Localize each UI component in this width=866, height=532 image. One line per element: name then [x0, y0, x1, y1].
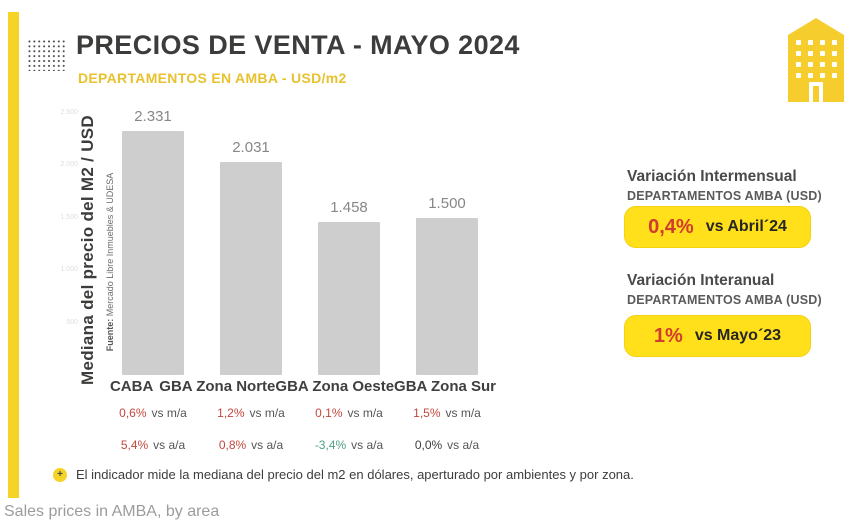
monthly-variation: 0,6% vs m/a — [104, 404, 202, 422]
pct-value: 5,4% — [120, 438, 149, 452]
pct-suffix: vs a/a — [447, 438, 480, 452]
category-label: CABA — [109, 378, 154, 395]
intermensual-vs: vs Abril´24 — [705, 218, 787, 235]
pct-value: 1,2% — [217, 406, 245, 420]
category-label: GBA Zona Norte — [159, 378, 276, 395]
interanual-subheading: DEPARTAMENTOS AMBA (USD) — [627, 293, 822, 307]
pct-suffix: vs a/a — [153, 438, 186, 452]
annual-variation: 0,8% vs a/a — [202, 436, 300, 454]
plus-icon: + — [53, 467, 67, 482]
annual-variation-row: 5,4% vs a/a 0,8% vs a/a -3,4% vs a/a 0,0% vs… — [104, 436, 496, 454]
pct-suffix: vs m/a — [151, 406, 187, 420]
intermensual-badge: 0,4% vs Abril´24 — [624, 206, 811, 248]
bar-value: 1.458 — [330, 199, 368, 216]
category-labels: CABA GBA Zona Norte GBA Zona Oeste GBA Z… — [104, 378, 496, 395]
interanual-badge: 1% vs Mayo´23 — [624, 315, 811, 357]
interanual-vs: vs Mayo´23 — [694, 327, 782, 344]
bar-value: 2.331 — [134, 108, 172, 125]
bar-group-caba: 2.331 — [104, 90, 202, 375]
monthly-variation: 0,1% vs m/a — [300, 404, 398, 422]
pct-value: -3,4% — [314, 438, 347, 452]
bar — [122, 131, 184, 375]
bar — [416, 218, 478, 375]
footnote-text: El indicador mide la mediana del precio … — [76, 467, 634, 482]
interanual-block: Variación Interanual DEPARTAMENTOS AMBA … — [627, 272, 847, 307]
intermensual-block: Variación Intermensual DEPARTAMENTOS AMB… — [627, 168, 847, 203]
pct-value: 0,0% — [414, 438, 443, 452]
intermensual-heading: Variación Intermensual — [627, 168, 797, 185]
pct-value: 0,6% — [119, 406, 147, 420]
bar-group-gba-norte: 2.031 — [202, 90, 300, 375]
pct-value: 0,8% — [218, 438, 247, 452]
pct-suffix: vs m/a — [445, 406, 481, 420]
y-axis-label: Mediana del precio del M2 / USD — [78, 114, 97, 386]
bar-group-gba-sur: 1.500 — [398, 90, 496, 375]
bar-chart: 2.331 2.031 1.458 1.500 — [104, 90, 496, 375]
image-caption: Sales prices in AMBA, by area — [4, 503, 220, 520]
category-label: GBA Zona Sur — [394, 378, 496, 395]
bar-value: 2.031 — [232, 139, 270, 156]
pct-suffix: vs a/a — [251, 438, 284, 452]
building-icon — [788, 18, 844, 102]
interanual-heading: Variación Interanual — [627, 272, 775, 289]
intermensual-pct: 0,4% — [648, 215, 694, 238]
annual-variation: 5,4% vs a/a — [104, 436, 202, 454]
annual-variation: -3,4% vs a/a — [300, 436, 398, 454]
pct-suffix: vs a/a — [351, 438, 384, 452]
accent-bar — [8, 12, 19, 498]
annual-variation: 0,0% vs a/a — [398, 436, 496, 454]
pct-value: 1,5% — [413, 406, 441, 420]
monthly-variation-row: 0,6% vs m/a 1,2% vs m/a 0,1% vs m/a 1,5% vs … — [104, 404, 496, 422]
y-tick: 2.000 — [60, 161, 78, 168]
dot-pattern-decoration — [27, 39, 66, 71]
intermensual-subheading: DEPARTAMENTOS AMBA (USD) — [627, 189, 822, 203]
y-tick: 2.500 — [60, 109, 78, 116]
interanual-pct: 1% — [653, 324, 683, 347]
y-tick: 1.000 — [60, 266, 78, 273]
monthly-variation: 1,5% vs m/a — [398, 404, 496, 422]
monthly-variation: 1,2% vs m/a — [202, 404, 300, 422]
y-tick: 1.500 — [60, 214, 78, 221]
bar-group-gba-oeste: 1.458 — [300, 90, 398, 375]
page-title: PRECIOS DE VENTA - MAYO 2024 — [76, 30, 520, 60]
bar-value: 1.500 — [428, 195, 466, 212]
bar — [220, 162, 282, 375]
pct-suffix: vs m/a — [347, 406, 383, 420]
pct-suffix: vs m/a — [249, 406, 285, 420]
page-subtitle: DEPARTAMENTOS EN AMBA - USD/m2 — [78, 70, 347, 86]
category-label: GBA Zona Oeste — [275, 378, 395, 395]
bar — [318, 222, 380, 375]
y-tick: 500 — [66, 319, 78, 326]
pct-value: 0,1% — [315, 406, 343, 420]
footnote: + El indicador mide la mediana del preci… — [53, 467, 634, 482]
